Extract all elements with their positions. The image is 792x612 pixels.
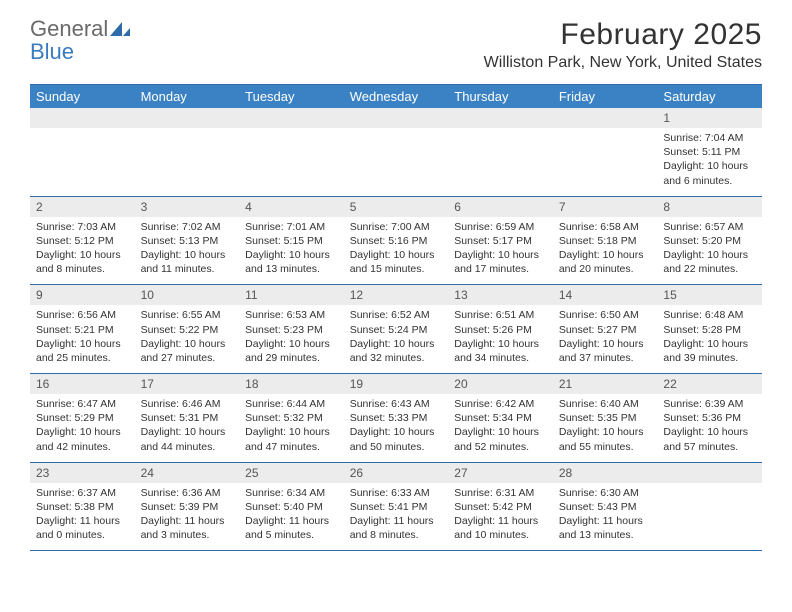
day-body: Sunrise: 6:40 AMSunset: 5:35 PMDaylight:…: [553, 394, 658, 462]
day-of-week-wednesday: Wednesday: [344, 85, 449, 108]
day-body: Sunrise: 6:51 AMSunset: 5:26 PMDaylight:…: [448, 305, 553, 373]
logo-sail-icon: [110, 22, 130, 41]
day-number: 3: [135, 197, 240, 217]
day-body: Sunrise: 6:57 AMSunset: 5:20 PMDaylight:…: [657, 217, 762, 285]
day-body: Sunrise: 6:43 AMSunset: 5:33 PMDaylight:…: [344, 394, 449, 462]
week-row: 2345678 Sunrise: 7:03 AMSunset: 5:12 PMDa…: [30, 197, 762, 286]
day-number: 2: [30, 197, 135, 217]
day-body: Sunrise: 6:34 AMSunset: 5:40 PMDaylight:…: [239, 483, 344, 551]
day-number: 16: [30, 374, 135, 394]
day-body: Sunrise: 7:01 AMSunset: 5:15 PMDaylight:…: [239, 217, 344, 285]
week-row: 9101112131415 Sunrise: 6:56 AMSunset: 5:2…: [30, 285, 762, 374]
week-row: 16171819202122 Sunrise: 6:47 AMSunset: 5:…: [30, 374, 762, 463]
day-body: [344, 128, 449, 196]
day-number: 1: [657, 108, 762, 128]
day-of-week-sunday: Sunday: [30, 85, 135, 108]
day-number: 22: [657, 374, 762, 394]
day-number: 19: [344, 374, 449, 394]
day-number: 11: [239, 285, 344, 305]
day-body: Sunrise: 6:37 AMSunset: 5:38 PMDaylight:…: [30, 483, 135, 551]
day-of-week-tuesday: Tuesday: [239, 85, 344, 108]
day-number: [30, 108, 135, 128]
day-body: Sunrise: 6:53 AMSunset: 5:23 PMDaylight:…: [239, 305, 344, 373]
title-block: February 2025 Williston Park, New York, …: [484, 18, 762, 72]
day-body: Sunrise: 6:48 AMSunset: 5:28 PMDaylight:…: [657, 305, 762, 373]
day-number: 21: [553, 374, 658, 394]
day-number: 28: [553, 463, 658, 483]
day-body: Sunrise: 7:02 AMSunset: 5:13 PMDaylight:…: [135, 217, 240, 285]
day-body: [239, 128, 344, 196]
day-number: 13: [448, 285, 553, 305]
calendar: SundayMondayTuesdayWednesdayThursdayFrid…: [30, 84, 762, 551]
day-number: [344, 108, 449, 128]
day-number: 18: [239, 374, 344, 394]
day-number: 14: [553, 285, 658, 305]
week-row: 232425262728 Sunrise: 6:37 AMSunset: 5:38…: [30, 463, 762, 552]
day-body: Sunrise: 7:00 AMSunset: 5:16 PMDaylight:…: [344, 217, 449, 285]
day-of-week-friday: Friday: [553, 85, 658, 108]
day-body: Sunrise: 6:33 AMSunset: 5:41 PMDaylight:…: [344, 483, 449, 551]
day-number: [448, 108, 553, 128]
day-body: [553, 128, 658, 196]
day-number: [553, 108, 658, 128]
day-number: [239, 108, 344, 128]
day-number: 12: [344, 285, 449, 305]
day-body: Sunrise: 6:58 AMSunset: 5:18 PMDaylight:…: [553, 217, 658, 285]
day-number: 9: [30, 285, 135, 305]
day-of-week-header: SundayMondayTuesdayWednesdayThursdayFrid…: [30, 85, 762, 108]
day-body: [30, 128, 135, 196]
day-body: Sunrise: 6:39 AMSunset: 5:36 PMDaylight:…: [657, 394, 762, 462]
day-number: 25: [239, 463, 344, 483]
logo-text-gray: General: [30, 16, 108, 41]
day-body: Sunrise: 6:47 AMSunset: 5:29 PMDaylight:…: [30, 394, 135, 462]
day-number: 10: [135, 285, 240, 305]
day-number: 7: [553, 197, 658, 217]
day-number: [657, 463, 762, 483]
day-body: Sunrise: 7:04 AMSunset: 5:11 PMDaylight:…: [657, 128, 762, 196]
day-body: Sunrise: 6:50 AMSunset: 5:27 PMDaylight:…: [553, 305, 658, 373]
day-body: Sunrise: 6:30 AMSunset: 5:43 PMDaylight:…: [553, 483, 658, 551]
day-of-week-thursday: Thursday: [448, 85, 553, 108]
day-body: [448, 128, 553, 196]
location: Williston Park, New York, United States: [484, 54, 762, 72]
day-body: Sunrise: 6:52 AMSunset: 5:24 PMDaylight:…: [344, 305, 449, 373]
day-number: 17: [135, 374, 240, 394]
day-body: [657, 483, 762, 551]
day-body: Sunrise: 6:44 AMSunset: 5:32 PMDaylight:…: [239, 394, 344, 462]
month-title: February 2025: [484, 18, 762, 52]
day-number: [135, 108, 240, 128]
day-number: 4: [239, 197, 344, 217]
logo-text: General Blue: [30, 18, 130, 64]
day-body: Sunrise: 6:59 AMSunset: 5:17 PMDaylight:…: [448, 217, 553, 285]
logo: General Blue: [30, 18, 130, 64]
day-body: Sunrise: 6:55 AMSunset: 5:22 PMDaylight:…: [135, 305, 240, 373]
day-body: [135, 128, 240, 196]
day-number: 8: [657, 197, 762, 217]
day-body: Sunrise: 6:36 AMSunset: 5:39 PMDaylight:…: [135, 483, 240, 551]
day-number: 27: [448, 463, 553, 483]
day-number: 24: [135, 463, 240, 483]
day-number: 5: [344, 197, 449, 217]
logo-text-blue: Blue: [30, 39, 74, 64]
day-number: 6: [448, 197, 553, 217]
day-body: Sunrise: 7:03 AMSunset: 5:12 PMDaylight:…: [30, 217, 135, 285]
day-body: Sunrise: 6:56 AMSunset: 5:21 PMDaylight:…: [30, 305, 135, 373]
day-number: 20: [448, 374, 553, 394]
day-body: Sunrise: 6:31 AMSunset: 5:42 PMDaylight:…: [448, 483, 553, 551]
day-of-week-monday: Monday: [135, 85, 240, 108]
day-of-week-saturday: Saturday: [657, 85, 762, 108]
day-number: 15: [657, 285, 762, 305]
header: General Blue February 2025 Williston Par…: [0, 0, 792, 76]
week-row: 1Sunrise: 7:04 AMSunset: 5:11 PMDaylight…: [30, 108, 762, 197]
day-body: Sunrise: 6:46 AMSunset: 5:31 PMDaylight:…: [135, 394, 240, 462]
day-body: Sunrise: 6:42 AMSunset: 5:34 PMDaylight:…: [448, 394, 553, 462]
day-number: 23: [30, 463, 135, 483]
day-number: 26: [344, 463, 449, 483]
